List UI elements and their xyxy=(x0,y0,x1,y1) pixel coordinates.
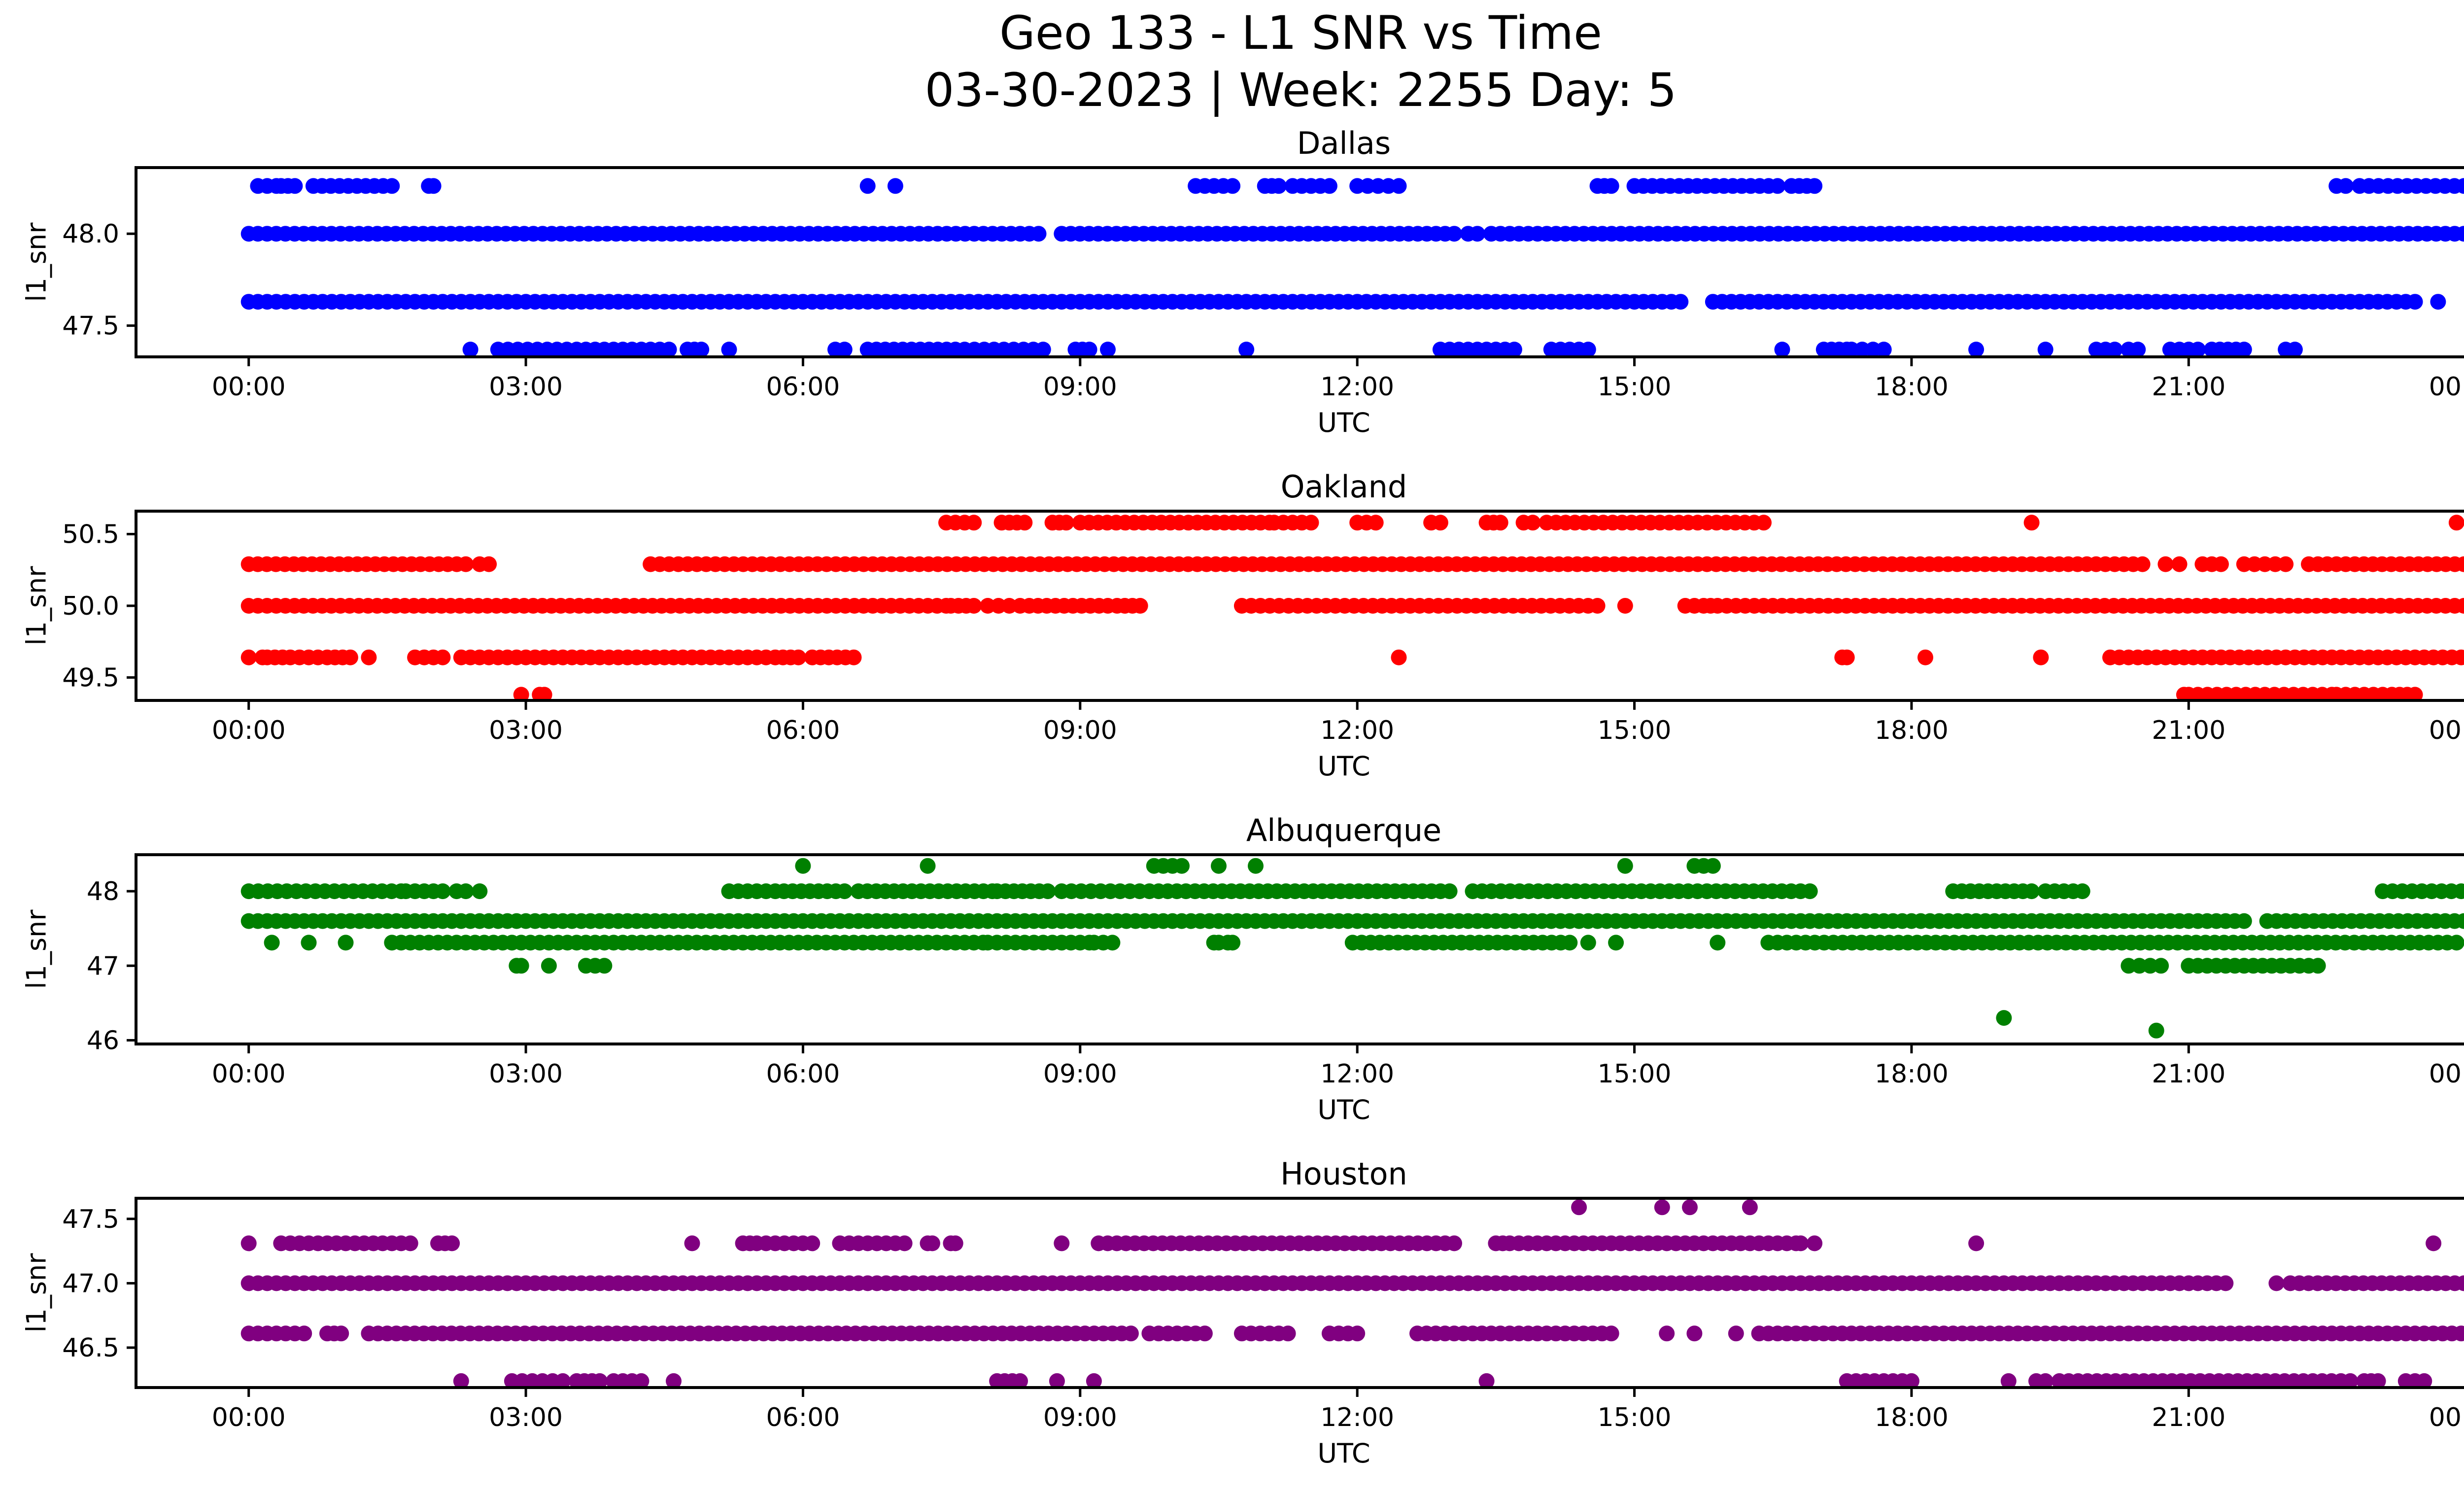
subplot-title-houston: Houston xyxy=(1280,1156,1407,1192)
x-tick-label: 21:00 xyxy=(2152,1059,2225,1089)
x-tick-label: 09:00 xyxy=(1043,1403,1117,1432)
plot-area-houston: 00:00 03:00 06:00 09:00 12:00 15:00 18:00 21:00… xyxy=(62,1197,2464,1432)
x-tick-label: 09:00 xyxy=(1043,1059,1117,1089)
x-tick-label: 09:00 xyxy=(1043,372,1117,402)
plot-area-dallas: 00:00 03:00 06:00 09:00 12:00 15:00 18:00 21:00… xyxy=(62,166,2464,402)
x-tick-label: 15:00 xyxy=(1598,372,1672,402)
scatter-band xyxy=(240,1235,2442,1252)
x-axis-label-houston: UTC xyxy=(1317,1438,1370,1469)
scatter-band xyxy=(240,1325,2464,1342)
scatter-band xyxy=(1571,1199,1758,1216)
scatter-series-houston xyxy=(240,1199,2464,1388)
scatter-band xyxy=(453,1373,2432,1388)
x-tick-label: 21:00 xyxy=(2152,716,2225,745)
scatter-band xyxy=(240,1275,2464,1291)
scatter-band xyxy=(509,958,2326,974)
scatter-band xyxy=(240,883,2464,900)
x-tick-label: 00:00 xyxy=(212,372,286,402)
x-tick-label: 06:00 xyxy=(766,716,840,745)
x-tick-label: 12:00 xyxy=(1320,1403,1394,1432)
scatter-band xyxy=(513,687,2423,700)
scatter-band xyxy=(264,935,2464,951)
x-tick-label: 15:00 xyxy=(1598,716,1672,745)
scatter-band xyxy=(250,178,2464,194)
figure-subtitle: 03-30-2023 | Week: 2255 Day: 5 xyxy=(924,64,1677,117)
y-tick-label: 49.5 xyxy=(62,663,119,693)
y-tick-label: 47.5 xyxy=(62,1205,119,1234)
y-tick-label: 46.5 xyxy=(62,1333,119,1363)
x-tick-label: 03:00 xyxy=(489,1059,563,1089)
x-tick-label: 03:00 xyxy=(489,1403,563,1432)
scatter-band xyxy=(240,556,2464,572)
y-tick-label: 50.5 xyxy=(62,520,119,550)
x-tick-label: 15:00 xyxy=(1598,1059,1672,1089)
x-tick-label: 15:00 xyxy=(1598,1403,1672,1432)
x-tick-label: 09:00 xyxy=(1043,716,1117,745)
subplot-title-dallas: Dallas xyxy=(1297,125,1391,161)
plot-area-oakland: 00:00 03:00 06:00 09:00 12:00 15:00 18:00 21:00… xyxy=(62,510,2464,745)
x-tick-label: 12:00 xyxy=(1320,372,1394,402)
scatter-band xyxy=(2148,1022,2164,1039)
scatter-series-albuquerque xyxy=(240,858,2464,1039)
y-tick-label: 47.0 xyxy=(62,1269,119,1298)
x-tick-label: 21:00 xyxy=(2152,1403,2225,1432)
y-tick-label: 46 xyxy=(87,1026,119,1055)
scatter-series-dallas xyxy=(240,178,2464,357)
scatter-band xyxy=(240,598,2464,614)
scatter-band xyxy=(462,342,2303,357)
y-tick-label: 48.0 xyxy=(62,219,119,249)
x-tick-label: 00:00 xyxy=(212,1059,286,1089)
subplot-title-oakland: Oakland xyxy=(1280,469,1407,505)
subplot-title-albuquerque: Albuquerque xyxy=(1246,812,1442,848)
x-tick-label: 18:00 xyxy=(1875,1059,1949,1089)
x-tick-label: 21:00 xyxy=(2152,372,2225,402)
y-tick-label: 47.5 xyxy=(62,312,119,341)
x-tick-label: 18:00 xyxy=(1875,372,1949,402)
scatter-series-oakland xyxy=(240,515,2464,700)
x-tick-label: 06:00 xyxy=(766,372,840,402)
x-tick-label: 00:00 xyxy=(212,1403,286,1432)
scatter-band xyxy=(1996,1010,2012,1026)
x-tick-label: 03:00 xyxy=(489,372,563,402)
scatter-band xyxy=(240,913,2464,929)
scatter-band xyxy=(240,294,2446,310)
x-axis-label-albuquerque: UTC xyxy=(1317,1094,1370,1125)
x-tick-label: 00:00 xyxy=(212,716,286,745)
y-tick-label: 50.0 xyxy=(62,591,119,621)
x-tick-label: 03:00 xyxy=(489,716,563,745)
x-axis-label-oakland: UTC xyxy=(1317,751,1370,782)
x-tick-label: 00:00 xyxy=(2429,372,2464,402)
axes-spines xyxy=(135,166,2464,358)
axes-spines xyxy=(135,853,2464,1045)
axes-spines xyxy=(135,510,2464,702)
x-tick-label: 06:00 xyxy=(766,1403,840,1432)
plot-area-albuquerque: 00:00 03:00 06:00 09:00 12:00 15:00 18:00 21:00… xyxy=(87,853,2464,1089)
x-axis-label-dallas: UTC xyxy=(1317,407,1370,438)
x-tick-label: 18:00 xyxy=(1875,716,1949,745)
y-tick-label: 47 xyxy=(87,951,119,981)
figure-title: Geo 133 - L1 SNR vs Time xyxy=(999,6,1602,60)
y-tick-label: 48 xyxy=(87,877,119,906)
x-tick-label: 18:00 xyxy=(1875,1403,1949,1432)
scatter-band xyxy=(938,515,2464,531)
axes-spines xyxy=(135,1197,2464,1389)
x-tick-label: 12:00 xyxy=(1320,1059,1394,1089)
x-tick-label: 00:00 xyxy=(2429,1059,2464,1089)
x-tick-label: 12:00 xyxy=(1320,716,1394,745)
scatter-band xyxy=(240,649,2464,665)
x-tick-label: 06:00 xyxy=(766,1059,840,1089)
scatter-band xyxy=(795,858,1721,874)
scatter-band xyxy=(240,226,2464,242)
x-tick-label: 00:00 xyxy=(2429,716,2464,745)
x-tick-label: 00:00 xyxy=(2429,1403,2464,1432)
